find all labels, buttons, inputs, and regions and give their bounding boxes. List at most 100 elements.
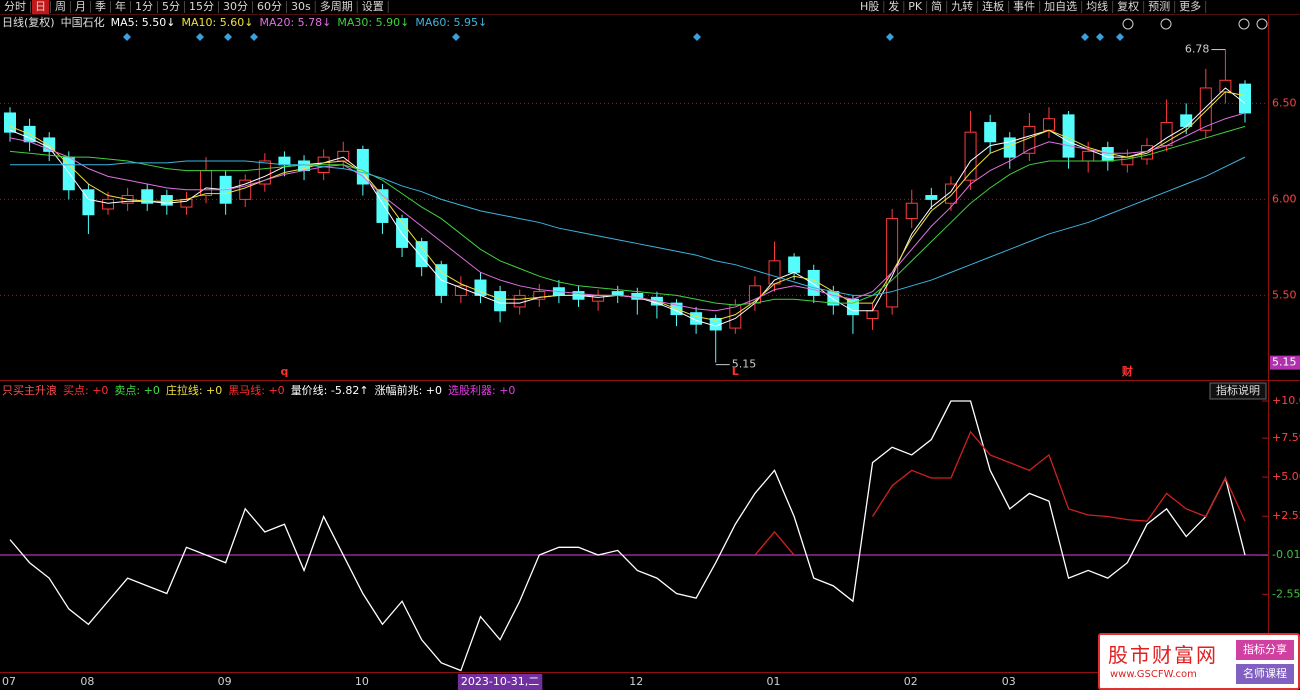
- watermark-tag[interactable]: 指标分享: [1236, 640, 1294, 660]
- toolbar-button[interactable]: H股: [860, 0, 879, 13]
- toolbar-button[interactable]: 复权: [1117, 0, 1139, 13]
- candle-body: [454, 285, 467, 296]
- header-label: MA30: 5.90↓: [337, 16, 409, 29]
- legend-item: 量价线: -5.82↑: [291, 383, 369, 397]
- toolbar-button[interactable]: 1分: [135, 0, 153, 13]
- indicator-line: [754, 430, 1246, 556]
- toolbar-active: [32, 0, 49, 14]
- watermark-title: 股市财富网: [1108, 643, 1218, 667]
- toolbar-button[interactable]: 事件: [1013, 0, 1035, 13]
- signal-label: L: [732, 365, 739, 378]
- max-label: 6.78: [1185, 43, 1210, 56]
- x-tick-label: 02: [904, 675, 918, 688]
- toolbar-button[interactable]: 均线: [1086, 0, 1108, 13]
- legend-item: 卖点: +0: [114, 384, 159, 397]
- y-tick-label: +2.52: [1272, 509, 1300, 522]
- toolbar-button[interactable]: 日: [35, 0, 46, 13]
- x-tick-label: 03: [1002, 675, 1016, 688]
- signal-label: 财: [1121, 364, 1133, 378]
- toolbar-button[interactable]: 30分: [223, 0, 248, 13]
- signal-label: q: [281, 365, 289, 378]
- legend-item: 庄拉线: +0: [166, 383, 222, 397]
- y-tick-label: -2.55: [1272, 587, 1300, 600]
- x-tick-label: 2023-10-31,二: [461, 675, 539, 688]
- toolbar-button[interactable]: 季: [95, 0, 106, 13]
- y-tick-label: +5.06: [1272, 470, 1300, 483]
- toolbar-button[interactable]: PK: [908, 0, 923, 13]
- candle-body: [239, 179, 252, 200]
- toolbar-button[interactable]: 周: [55, 0, 66, 13]
- candle-body: [376, 189, 389, 223]
- help-button[interactable]: 指标说明: [1216, 383, 1260, 397]
- header-label: MA10: 5.60↓: [182, 16, 254, 29]
- toolbar-button[interactable]: 九转: [951, 0, 973, 13]
- watermark-tag[interactable]: 名师课程: [1236, 664, 1294, 684]
- toolbar-button[interactable]: 分时: [4, 0, 26, 13]
- icon[interactable]: [1160, 18, 1172, 30]
- candle-body: [533, 291, 546, 300]
- ma-line: [9, 112, 1246, 312]
- toolbar-button[interactable]: 设置: [362, 0, 384, 13]
- toolbar-button[interactable]: 15分: [189, 0, 214, 13]
- header-label: MA20: 5.78↓: [259, 16, 331, 29]
- toolbar-button[interactable]: 加自选: [1044, 0, 1077, 13]
- icon[interactable]: [1238, 18, 1250, 30]
- candle-body: [807, 269, 820, 296]
- candle-body: [1199, 87, 1212, 131]
- toolbar-button[interactable]: 连板: [982, 0, 1004, 13]
- candle-body: [415, 241, 428, 268]
- toolbar-button[interactable]: 多周期: [320, 0, 353, 13]
- candle-body: [62, 156, 75, 191]
- min-label: 5.15: [732, 358, 757, 371]
- toolbar-button[interactable]: 月: [75, 0, 86, 13]
- candle-body: [180, 198, 193, 208]
- candle-body: [788, 256, 801, 273]
- toolbar-button[interactable]: 30s: [291, 0, 311, 13]
- x-tick-label: 01: [767, 675, 781, 688]
- icon[interactable]: [1256, 18, 1268, 30]
- ma-line: [10, 156, 1246, 296]
- help-button-box[interactable]: [1209, 382, 1267, 400]
- tool-icons[interactable]: [1122, 18, 1268, 30]
- candle-body: [1239, 83, 1251, 114]
- icon[interactable]: [1122, 18, 1134, 30]
- toolbar-button[interactable]: 5分: [162, 0, 180, 13]
- header-label: 中国石化: [61, 15, 105, 29]
- candle-body: [1219, 79, 1232, 93]
- candle-body: [1082, 150, 1095, 162]
- x-tick-label: 12: [629, 675, 643, 688]
- x-tick-label: 07: [2, 675, 16, 688]
- candle-body: [102, 198, 115, 210]
- toolbar-button[interactable]: 发: [888, 0, 899, 13]
- candle-body: [592, 294, 605, 302]
- candle-body: [729, 304, 742, 329]
- legend-item: 选股利器: +0: [448, 384, 515, 397]
- legend-item: 只买主升浪: [2, 383, 57, 397]
- toolbar-button[interactable]: 预测: [1148, 0, 1170, 13]
- candle-body: [1042, 118, 1055, 131]
- legend-item: 黑马线: +0: [228, 383, 284, 397]
- x-tick-label: 10: [355, 675, 369, 688]
- toolbar-button[interactable]: 年: [115, 0, 126, 13]
- toolbar-button[interactable]: 60分: [257, 0, 282, 13]
- watermark: 股市财富网 www.GSCFW.com 指标分享 名师课程: [1098, 633, 1300, 690]
- y-tick-label: 5.50: [1272, 288, 1297, 301]
- y-tick-label: 6.50: [1272, 96, 1297, 109]
- candle-body: [1180, 114, 1193, 127]
- candle-body: [905, 202, 918, 220]
- y-tick-label: +10.0: [1272, 394, 1300, 407]
- candle-body: [141, 189, 154, 204]
- candle-body: [925, 195, 938, 200]
- candle-body: [278, 156, 291, 166]
- toolbar-button[interactable]: 更多: [1179, 0, 1201, 13]
- candle-body: [886, 218, 899, 308]
- candle-body: [258, 160, 271, 185]
- toolbar-button[interactable]: 简: [931, 0, 942, 13]
- price-marker-box: [1270, 355, 1300, 370]
- candle-body: [984, 122, 997, 143]
- header-label: 日线(复权): [2, 15, 55, 29]
- header-label: MA60: 5.95↓: [415, 16, 487, 29]
- legend-item: 涨幅前兆: +0: [375, 383, 442, 397]
